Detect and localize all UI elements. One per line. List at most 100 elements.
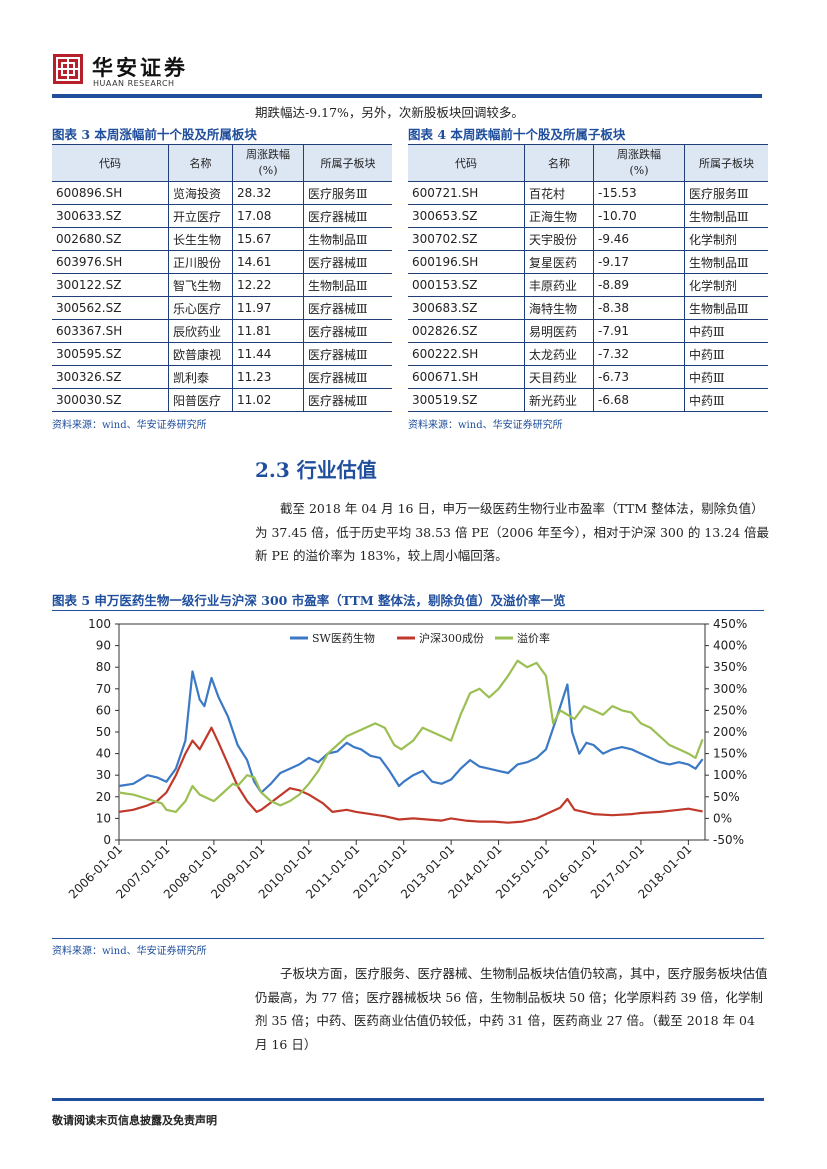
left-tick-label: 50 bbox=[96, 725, 111, 739]
weekly-change: -9.46 bbox=[593, 227, 685, 251]
table-row: 300702.SZ 天宇股份 -9.46 化学制剂 bbox=[408, 227, 768, 251]
sub-sector: 医疗器械Ⅲ bbox=[303, 365, 392, 389]
table3-title: 图表 3 本周涨幅前十个股及所属板块 bbox=[52, 127, 257, 142]
right-tick-label: -50% bbox=[713, 833, 744, 847]
table4-header-change: 周涨跌幅 (%) bbox=[593, 144, 685, 182]
right-tick-label: 50% bbox=[713, 790, 740, 804]
weekly-change: -8.38 bbox=[593, 296, 685, 320]
weekly-change: 15.67 bbox=[232, 227, 304, 251]
left-tick-label: 10 bbox=[96, 811, 111, 825]
table-row: 300030.SZ 阳普医疗 11.02 医疗器械Ⅲ bbox=[52, 388, 392, 412]
brand-name: 华安证券 bbox=[92, 55, 188, 80]
stock-name: 丰原药业 bbox=[524, 273, 594, 297]
stock-code: 603976.SH bbox=[52, 250, 169, 274]
legend-label-2: 溢价率 bbox=[517, 631, 550, 645]
stock-code: 300326.SZ bbox=[52, 365, 169, 389]
right-tick-label: 300% bbox=[713, 682, 747, 696]
table-row: 600196.SH 复星医药 -9.17 生物制品Ⅲ bbox=[408, 250, 768, 274]
intro-line: 期跌幅达-9.17%，另外，次新股板块回调较多。 bbox=[255, 105, 524, 120]
table4-header-sector: 所属子板块 bbox=[684, 144, 768, 182]
weekly-change: 11.81 bbox=[232, 319, 304, 343]
brand-name-en: HUAAN RESEARCH bbox=[93, 79, 175, 88]
stock-code: 002826.SZ bbox=[408, 319, 525, 343]
table-row: 300653.SZ 正海生物 -10.70 生物制品Ⅲ bbox=[408, 204, 768, 228]
legend-label-0: SW医药生物 bbox=[312, 631, 375, 645]
table3-source: 资料来源：wind、华安证券研究所 bbox=[52, 420, 207, 431]
figure5-bottom-rule bbox=[52, 938, 764, 939]
stock-code: 600896.SH bbox=[52, 181, 169, 205]
stock-name: 正川股份 bbox=[168, 250, 233, 274]
right-tick-label: 450% bbox=[713, 617, 747, 631]
right-tick-label: 350% bbox=[713, 660, 747, 674]
footer-disclaimer: 敬请阅读末页信息披露及免责声明 bbox=[52, 1114, 217, 1127]
table4: 代码 名称 周涨跌幅 (%) 所属子板块 600721.SH 百花村 -15.53 医… bbox=[408, 144, 768, 412]
stock-name: 新光药业 bbox=[524, 388, 594, 412]
stock-code: 600721.SH bbox=[408, 181, 525, 205]
table3-header-sector: 所属子板块 bbox=[303, 144, 392, 182]
table4-header-change-unit: (%) bbox=[629, 164, 649, 177]
table-row: 600671.SH 天目药业 -6.73 中药Ⅲ bbox=[408, 365, 768, 389]
section-title: 2.3 行业估值 bbox=[255, 458, 377, 482]
sub-sector: 生物制品Ⅲ bbox=[684, 296, 768, 320]
stock-name: 长生生物 bbox=[168, 227, 233, 251]
right-tick-label: 250% bbox=[713, 703, 747, 717]
table-row: 600896.SH 览海投资 28.32 医疗服务Ⅲ bbox=[52, 181, 392, 205]
stock-name: 辰欣药业 bbox=[168, 319, 233, 343]
table-row: 002826.SZ 易明医药 -7.91 中药Ⅲ bbox=[408, 319, 768, 343]
stock-code: 300653.SZ bbox=[408, 204, 525, 228]
stock-code: 600222.SH bbox=[408, 342, 525, 366]
stock-code: 300702.SZ bbox=[408, 227, 525, 251]
series-line-2 bbox=[118, 659, 704, 813]
plot-frame bbox=[118, 623, 706, 841]
weekly-change: 17.08 bbox=[232, 204, 304, 228]
table-row: 603367.SH 辰欣药业 11.81 医疗器械Ⅲ bbox=[52, 319, 392, 343]
left-tick-label: 20 bbox=[96, 790, 111, 804]
left-tick-label: 90 bbox=[96, 639, 111, 653]
weekly-change: 11.02 bbox=[232, 388, 304, 412]
stock-code: 300562.SZ bbox=[52, 296, 169, 320]
left-tick-label: 60 bbox=[96, 703, 111, 717]
series-line-0 bbox=[118, 670, 704, 794]
weekly-change: 14.61 bbox=[232, 250, 304, 274]
weekly-change: -10.70 bbox=[593, 204, 685, 228]
paragraph-valuation: 截至 2018 年 04 月 16 日，申万一级医药生物行业市盈率（TTM 整体… bbox=[255, 501, 770, 563]
right-tick-label: 100% bbox=[713, 768, 747, 782]
table-row: 300633.SZ 开立医疗 17.08 医疗器械Ⅲ bbox=[52, 204, 392, 228]
stock-code: 300030.SZ bbox=[52, 388, 169, 412]
table4-source: 资料来源：wind、华安证券研究所 bbox=[408, 420, 563, 431]
sub-sector: 医疗服务Ⅲ bbox=[303, 181, 392, 205]
stock-name: 开立医疗 bbox=[168, 204, 233, 228]
left-tick-label: 40 bbox=[96, 747, 111, 761]
sub-sector: 医疗器械Ⅲ bbox=[303, 388, 392, 412]
table-row: 603976.SH 正川股份 14.61 医疗器械Ⅲ bbox=[52, 250, 392, 274]
stock-code: 300595.SZ bbox=[52, 342, 169, 366]
header-rule bbox=[52, 94, 762, 98]
table-row: 300595.SZ 欧普康视 11.44 医疗器械Ⅲ bbox=[52, 342, 392, 366]
table3-header-change-label: 周涨跌幅 bbox=[246, 148, 290, 161]
table-row: 600721.SH 百花村 -15.53 医疗服务Ⅲ bbox=[408, 181, 768, 205]
sub-sector: 中药Ⅲ bbox=[684, 365, 768, 389]
sub-sector: 中药Ⅲ bbox=[684, 342, 768, 366]
table4-header-code: 代码 bbox=[408, 144, 525, 182]
stock-name: 欧普康视 bbox=[168, 342, 233, 366]
logo-icon bbox=[56, 57, 80, 81]
table-row: 300683.SZ 海特生物 -8.38 生物制品Ⅲ bbox=[408, 296, 768, 320]
stock-code: 600196.SH bbox=[408, 250, 525, 274]
weekly-change: 28.32 bbox=[232, 181, 304, 205]
table3-header-code: 代码 bbox=[52, 144, 169, 182]
sub-sector: 生物制品Ⅲ bbox=[303, 273, 392, 297]
sub-sector: 化学制剂 bbox=[684, 227, 768, 251]
sub-sector: 化学制剂 bbox=[684, 273, 768, 297]
table-row: 300519.SZ 新光药业 -6.68 中药Ⅲ bbox=[408, 388, 768, 412]
stock-name: 海特生物 bbox=[524, 296, 594, 320]
right-tick-label: 150% bbox=[713, 747, 747, 761]
stock-name: 天目药业 bbox=[524, 365, 594, 389]
stock-code: 600671.SH bbox=[408, 365, 525, 389]
series-line-1 bbox=[118, 726, 703, 824]
stock-code: 002680.SZ bbox=[52, 227, 169, 251]
weekly-change: -9.17 bbox=[593, 250, 685, 274]
left-tick-label: 80 bbox=[96, 660, 111, 674]
sub-sector: 生物制品Ⅲ bbox=[303, 227, 392, 251]
stock-code: 300122.SZ bbox=[52, 273, 169, 297]
sub-sector: 医疗器械Ⅲ bbox=[303, 250, 392, 274]
